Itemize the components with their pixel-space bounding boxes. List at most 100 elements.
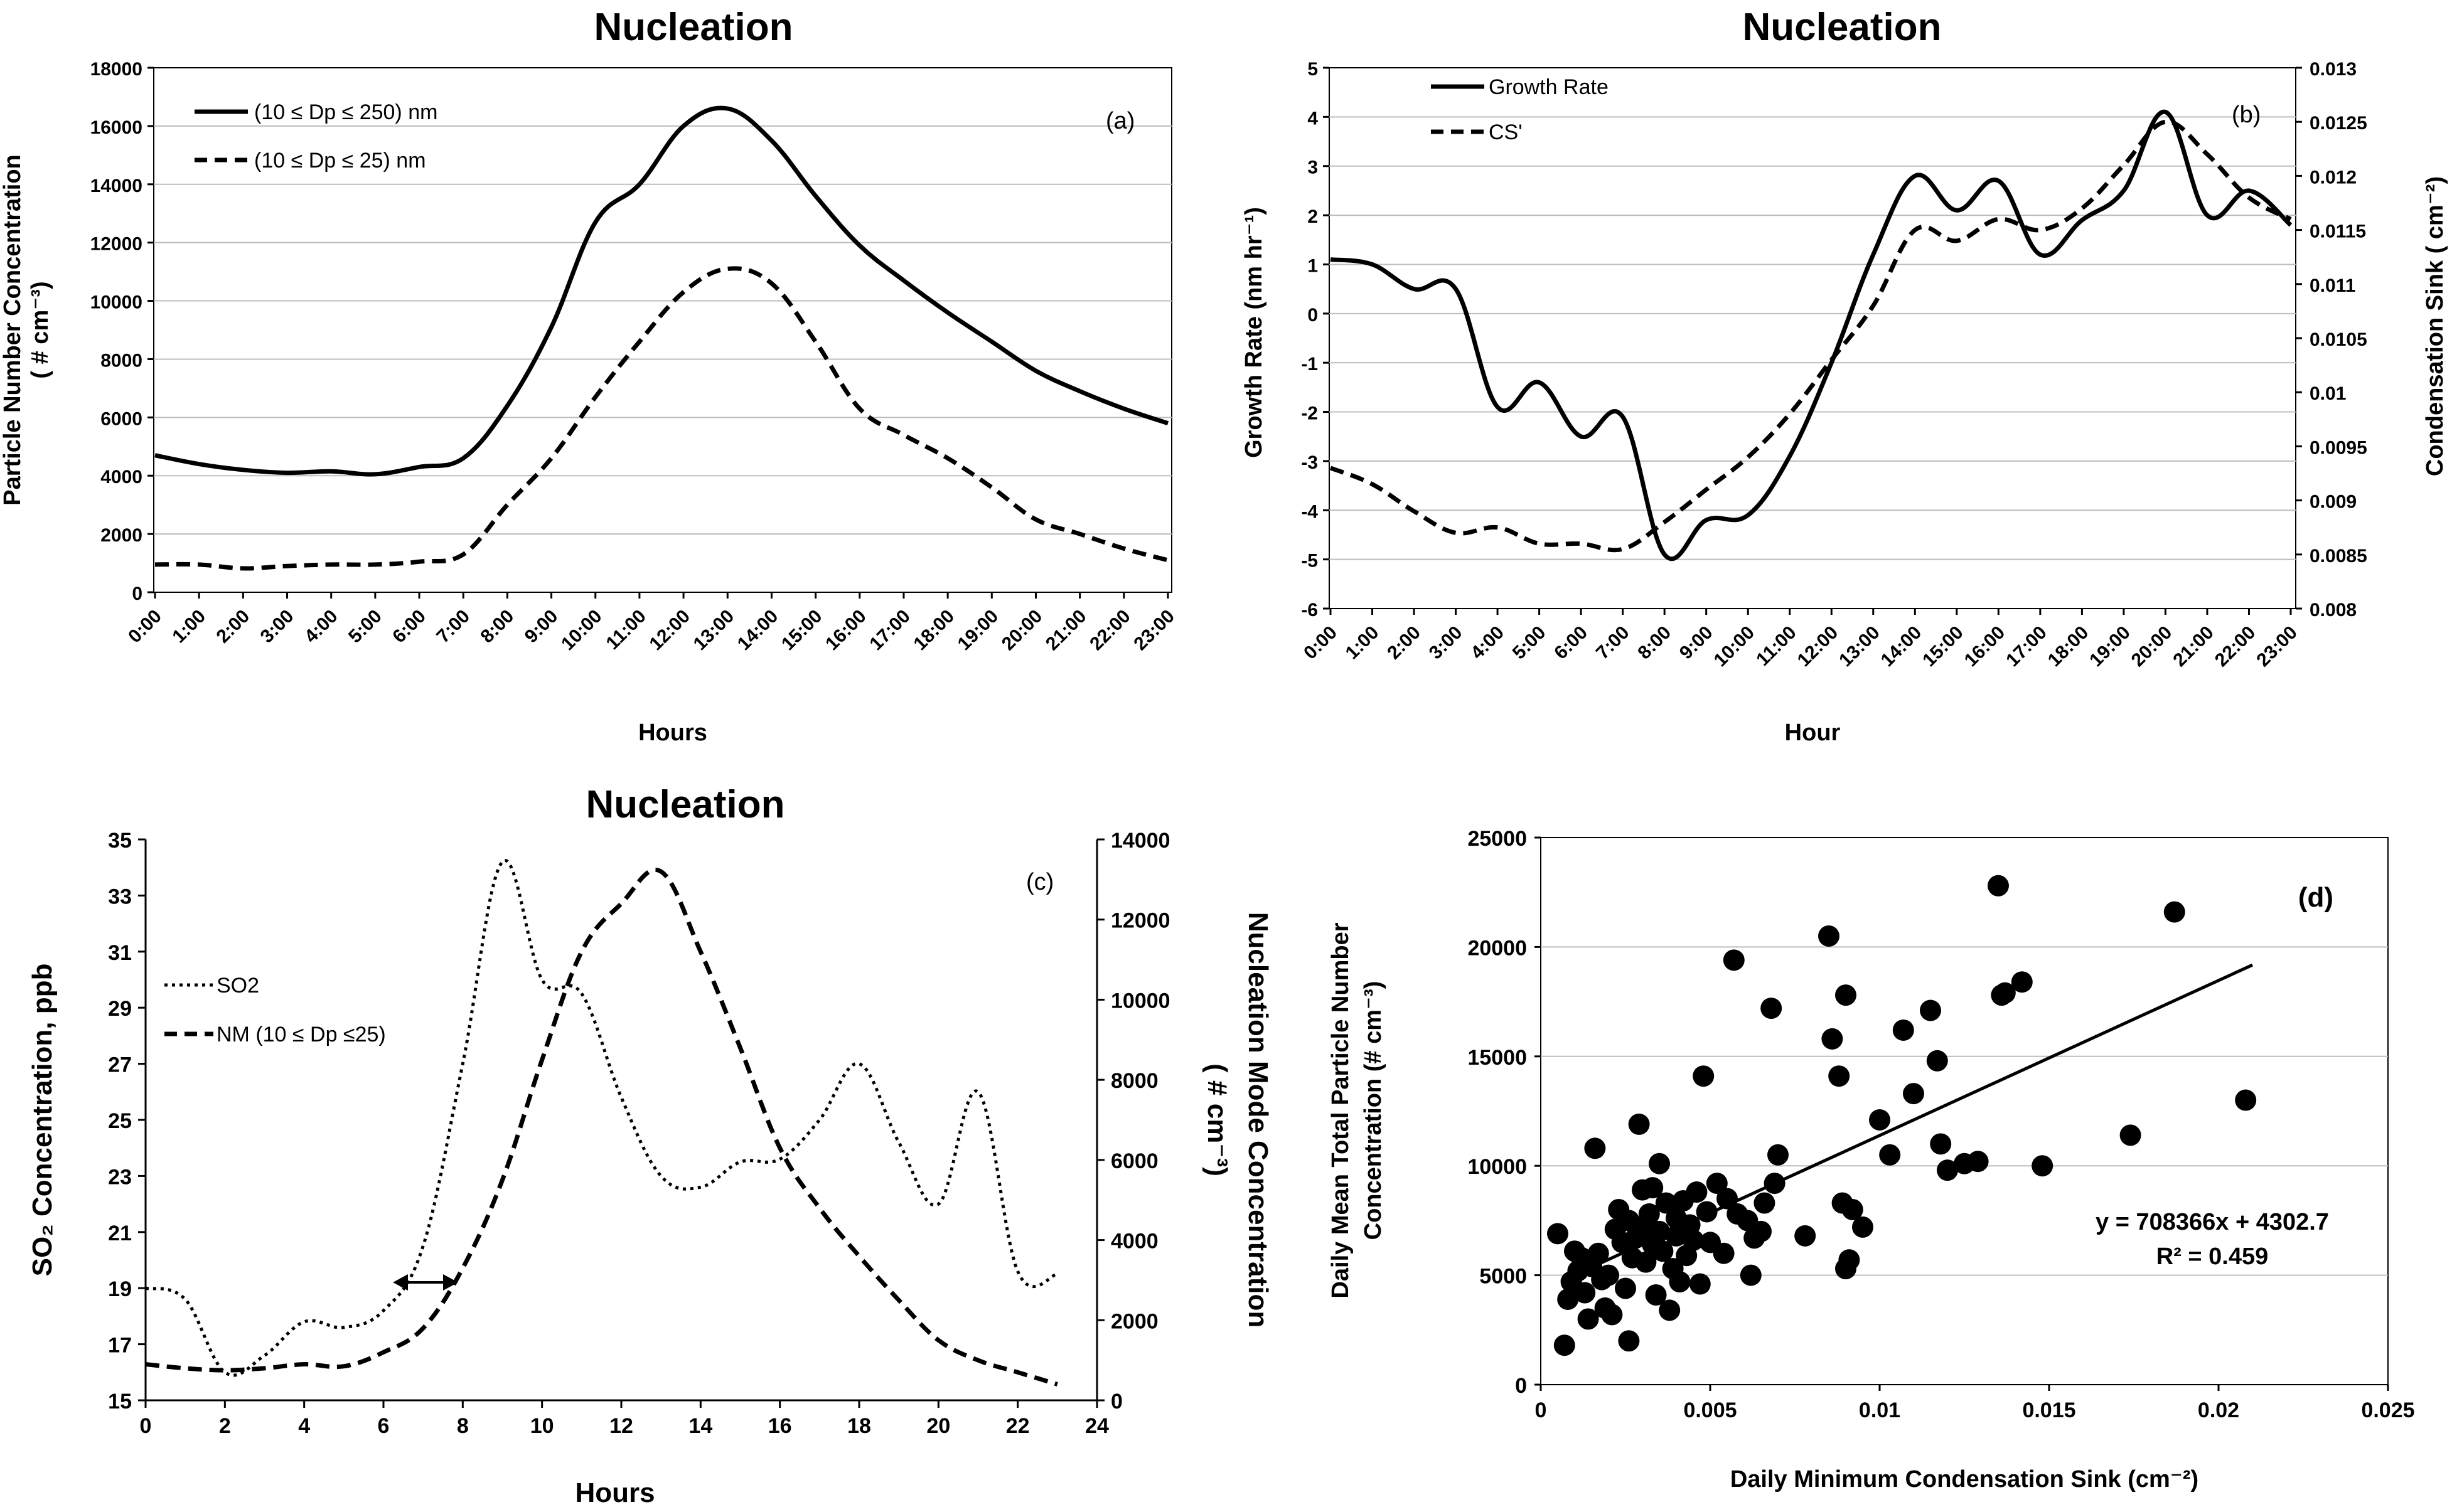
- panel-b-xtick-label: 12:00: [1794, 622, 1843, 671]
- panel-d-label: (d): [2298, 882, 2333, 913]
- panel-d-scatter-point: [1547, 1223, 1568, 1245]
- panel-b-ytick-label: -4: [1301, 501, 1318, 522]
- panel-a-xtick-label: 8:00: [477, 606, 518, 647]
- panel-c-ytick-label: 21: [108, 1222, 132, 1245]
- panel-d-scatter-point: [1937, 1159, 1958, 1181]
- panel-d-ylabel-line2: Concentration (# cm⁻³): [1360, 981, 1386, 1240]
- panel-d-xtick-label: 0.015: [2022, 1398, 2075, 1422]
- panel-a-xtick-label: 9:00: [521, 606, 562, 647]
- panel-c-ylabel-right: Nucleation Mode Concentration: [1243, 912, 1273, 1328]
- legend-c-dotted-label: SO2: [217, 974, 259, 998]
- panel-d-scatter-point: [1615, 1277, 1636, 1299]
- panel-d-scatter-point: [1686, 1181, 1708, 1203]
- panel-c-ytick-right-label: 10000: [1111, 989, 1170, 1013]
- panel-a-ytick-label: 12000: [90, 234, 142, 255]
- panel-d-scatter-point: [1683, 1229, 1704, 1251]
- panel-d-scatter-point: [1841, 1198, 1863, 1220]
- panel-a-xtick-label: 17:00: [865, 606, 914, 655]
- panel-d-frame: [1540, 837, 2389, 1385]
- legend-a-solid-label: (10 ≤ Dp ≤ 250) nm: [254, 100, 437, 124]
- panel-d-scatter-point: [1655, 1192, 1677, 1214]
- panel-a-ylabel-unit: ( # cm⁻³): [27, 281, 53, 378]
- panel-c-xtick-label: 24: [1085, 1414, 1109, 1438]
- panel-d-xtick-label: 0.025: [2361, 1398, 2414, 1422]
- panel-c-ytick-label: 27: [108, 1053, 132, 1077]
- panel-b-ytick-right-label: 0.0095: [2310, 437, 2367, 458]
- panel-c-ytick-label: 33: [108, 885, 132, 908]
- panel-d-scatter-point: [1587, 1242, 1609, 1264]
- panel-a-xtick-label: 23:00: [1130, 606, 1179, 655]
- panel-b-xlabel: Hour: [1785, 720, 1841, 746]
- panel-d-scatter-point: [2163, 901, 2185, 923]
- panel-c-xtick-label: 8: [457, 1414, 469, 1438]
- panel-d-scatter-point: [1713, 1242, 1735, 1264]
- panel-c-xtick-label: 18: [847, 1414, 871, 1438]
- panel-b-ytick-label: 1: [1307, 255, 1318, 276]
- panel-c-ytick-label: 29: [108, 997, 132, 1021]
- panel-c-ylabel: SO₂ Concentration, ppb: [27, 964, 58, 1277]
- panel-d-scatter-point: [1821, 1028, 1843, 1050]
- panel-b-ytick-label: 4: [1307, 108, 1318, 129]
- panel-b: Nucleation -6 -5 -4 -3 -2 -1 0 1 2 3 4 5 0.008 0.008…: [1241, 6, 2448, 746]
- panel-b-xtick-label: 7:00: [1592, 622, 1634, 664]
- panel-d-scatter-point: [1723, 949, 1745, 971]
- panel-a: Nucleation 0 2000 4000 6000 8000 10000 12000 14…: [0, 6, 1179, 746]
- panel-d-scatter-point: [1818, 925, 1839, 947]
- panel-b-xtick-label: 8:00: [1634, 622, 1675, 664]
- panel-d-scatter-point: [1869, 1109, 1890, 1131]
- panel-d-scatter-point: [1689, 1273, 1711, 1295]
- panel-b-ytick-label: 3: [1307, 157, 1318, 178]
- panel-b-ytick-right-label: 0.012: [2310, 167, 2357, 188]
- panel-c-ytick-right-label: 2000: [1111, 1309, 1159, 1333]
- panel-d-scatter-point: [1903, 1083, 1924, 1105]
- panel-c-xtick-label: 4: [298, 1414, 310, 1438]
- panel-c-ytick-right-label: 6000: [1111, 1149, 1159, 1173]
- panel-d-scatter-point: [1835, 984, 1856, 1006]
- panel-a-xtick-label: 6:00: [388, 606, 430, 647]
- panel-b-xtick-label: 6:00: [1550, 622, 1592, 664]
- panel-a-ytick-label: 2000: [100, 525, 142, 546]
- panel-a-ytick-label: 6000: [100, 408, 142, 429]
- panel-b-xtick-label: 11:00: [1752, 622, 1800, 670]
- panel-a-label: (a): [1106, 108, 1135, 134]
- panel-d-scatter-point: [1740, 1264, 1762, 1286]
- panel-d-scatter-point: [1852, 1216, 1873, 1238]
- panel-d-scatter-point: [1584, 1137, 1606, 1159]
- panel-d-scatter-point: [1652, 1240, 1674, 1262]
- panel-d-scatter-point: [2011, 971, 2033, 993]
- panel-d-ytick-label: 0: [1515, 1374, 1527, 1398]
- legend-b-dashed-label: CS': [1489, 120, 1523, 144]
- panel-b-xtick-label: 0:00: [1300, 622, 1341, 664]
- panel-a-xtick-label: 3:00: [257, 606, 298, 647]
- panel-d-scatter-point: [1577, 1308, 1599, 1330]
- panel-b-ytick-label: -5: [1301, 551, 1318, 572]
- panel-b-xtick-label: 22:00: [2211, 622, 2260, 671]
- panel-d-scatter-point: [1750, 1220, 1772, 1242]
- panel-d-scatter-point: [1693, 1065, 1715, 1087]
- panel-b-xtick-label: 1:00: [1342, 622, 1383, 664]
- panel-c-ytick-right-label: 4000: [1111, 1230, 1159, 1254]
- panel-d-scatter-point: [1696, 1201, 1718, 1223]
- panel-d-scatter-point: [1926, 1050, 1948, 1072]
- panel-d-ytick-label: 5000: [1479, 1265, 1527, 1289]
- panel-b-xtick-label: 14:00: [1877, 622, 1926, 671]
- panel-d-scatter-point: [1659, 1299, 1681, 1321]
- panel-a-xtick-label: 12:00: [645, 606, 694, 655]
- panel-d-ytick-label: 15000: [1467, 1046, 1527, 1070]
- panel-b-xtick-label: 15:00: [1919, 622, 1967, 671]
- panel-c-ytick-right-label: 12000: [1111, 909, 1170, 933]
- panel-d-scatter-point: [1828, 1065, 1850, 1087]
- panel-c: Nucleation 15 17 19 21 23 25 27 29 31 33 35 0 2000 4…: [27, 783, 1273, 1508]
- panel-a-xtick-label: 18:00: [909, 606, 958, 655]
- panel-d-scatter-point: [1892, 1019, 1914, 1041]
- panel-d-r-squared: R² = 0.459: [2156, 1243, 2269, 1270]
- panel-c-ytick-right-label: 8000: [1111, 1069, 1159, 1093]
- panel-b-ytick-right-label: 0.009: [2310, 492, 2357, 513]
- panel-b-xtick-label: 21:00: [2169, 622, 2218, 671]
- panel-b-ytick-label: 2: [1307, 206, 1318, 227]
- panel-d-scatter-point: [2235, 1089, 2257, 1111]
- panel-a-ytick-label: 4000: [100, 467, 142, 487]
- panel-b-ytick-right-label: 0.008: [2310, 600, 2357, 620]
- panel-d-scatter-point: [1601, 1304, 1623, 1326]
- panel-b-series-line-1: [1329, 119, 2292, 553]
